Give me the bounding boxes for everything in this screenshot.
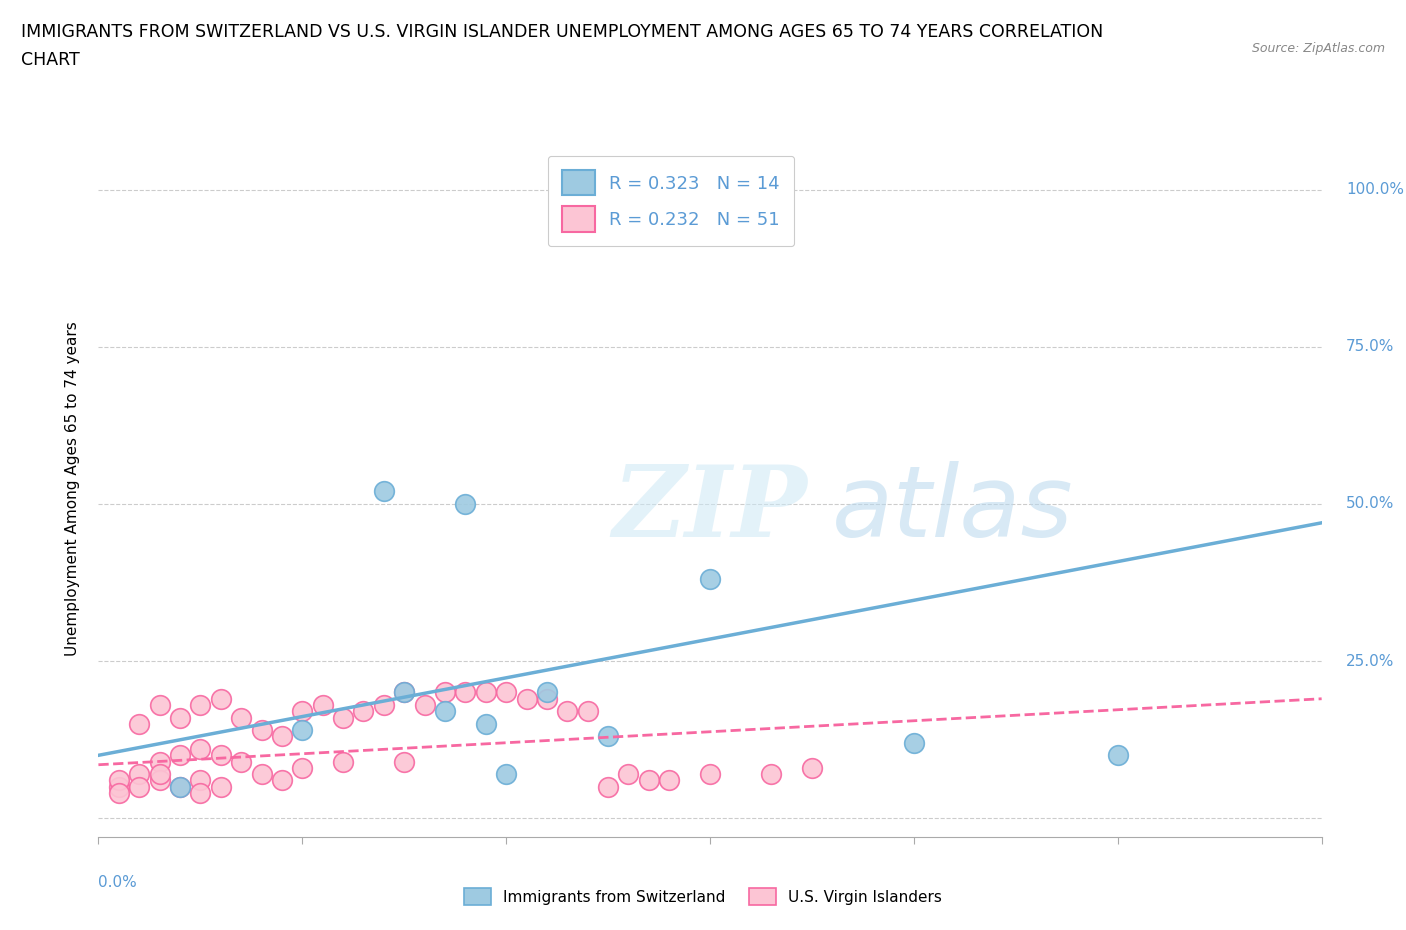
Point — [454, 497, 477, 512]
Point — [291, 704, 314, 719]
Point — [454, 685, 477, 700]
Point — [250, 723, 273, 737]
Point — [149, 766, 172, 781]
Point — [352, 704, 374, 719]
Point — [291, 761, 314, 776]
Point — [108, 779, 131, 794]
Point — [495, 685, 517, 700]
Point — [188, 786, 212, 801]
Point — [270, 773, 292, 788]
Point — [169, 711, 191, 725]
Point — [149, 698, 172, 712]
Point — [149, 773, 172, 788]
Point — [332, 754, 354, 769]
Point — [128, 716, 150, 731]
Point — [903, 736, 925, 751]
Point — [658, 195, 681, 210]
Point — [617, 766, 640, 781]
Point — [433, 685, 456, 700]
Point — [108, 786, 131, 801]
Text: 25.0%: 25.0% — [1346, 654, 1395, 669]
Text: IMMIGRANTS FROM SWITZERLAND VS U.S. VIRGIN ISLANDER UNEMPLOYMENT AMONG AGES 65 T: IMMIGRANTS FROM SWITZERLAND VS U.S. VIRG… — [21, 23, 1104, 41]
Point — [209, 779, 232, 794]
Point — [188, 741, 212, 756]
Point — [332, 711, 354, 725]
Point — [270, 729, 292, 744]
Point — [699, 572, 721, 587]
Point — [761, 766, 783, 781]
Point — [1107, 748, 1129, 763]
Point — [801, 761, 824, 776]
Point — [209, 691, 232, 706]
Point — [128, 766, 150, 781]
Text: 75.0%: 75.0% — [1346, 339, 1395, 354]
Text: 50.0%: 50.0% — [1346, 497, 1395, 512]
Point — [392, 685, 416, 700]
Point — [495, 766, 517, 781]
Point — [188, 773, 212, 788]
Point — [536, 691, 558, 706]
Point — [576, 704, 599, 719]
Point — [128, 779, 150, 794]
Text: CHART: CHART — [21, 51, 80, 69]
Point — [598, 779, 620, 794]
Point — [516, 691, 538, 706]
Point — [209, 748, 232, 763]
Point — [149, 754, 172, 769]
Y-axis label: Unemployment Among Ages 65 to 74 years: Unemployment Among Ages 65 to 74 years — [65, 321, 80, 656]
Point — [108, 773, 131, 788]
Point — [373, 484, 395, 498]
Point — [392, 685, 416, 700]
Point — [392, 754, 416, 769]
Legend: Immigrants from Switzerland, U.S. Virgin Islanders: Immigrants from Switzerland, U.S. Virgin… — [456, 880, 950, 913]
Point — [474, 685, 498, 700]
Point — [291, 723, 314, 737]
Point — [188, 698, 212, 712]
Point — [658, 773, 681, 788]
Point — [169, 779, 191, 794]
Point — [373, 698, 395, 712]
Point — [169, 779, 191, 794]
Text: Source: ZipAtlas.com: Source: ZipAtlas.com — [1251, 42, 1385, 55]
Point — [250, 766, 273, 781]
Text: 0.0%: 0.0% — [98, 875, 138, 890]
Text: 100.0%: 100.0% — [1346, 182, 1405, 197]
Point — [699, 766, 721, 781]
Text: atlas: atlas — [832, 460, 1074, 558]
Point — [169, 748, 191, 763]
Point — [413, 698, 436, 712]
Point — [637, 773, 661, 788]
Point — [536, 685, 558, 700]
Point — [311, 698, 335, 712]
Point — [555, 704, 579, 719]
Point — [231, 754, 253, 769]
Legend: R = 0.323   N = 14, R = 0.232   N = 51: R = 0.323 N = 14, R = 0.232 N = 51 — [548, 155, 794, 246]
Point — [433, 704, 456, 719]
Point — [598, 729, 620, 744]
Point — [474, 716, 498, 731]
Point — [231, 711, 253, 725]
Text: ZIP: ZIP — [612, 461, 807, 557]
